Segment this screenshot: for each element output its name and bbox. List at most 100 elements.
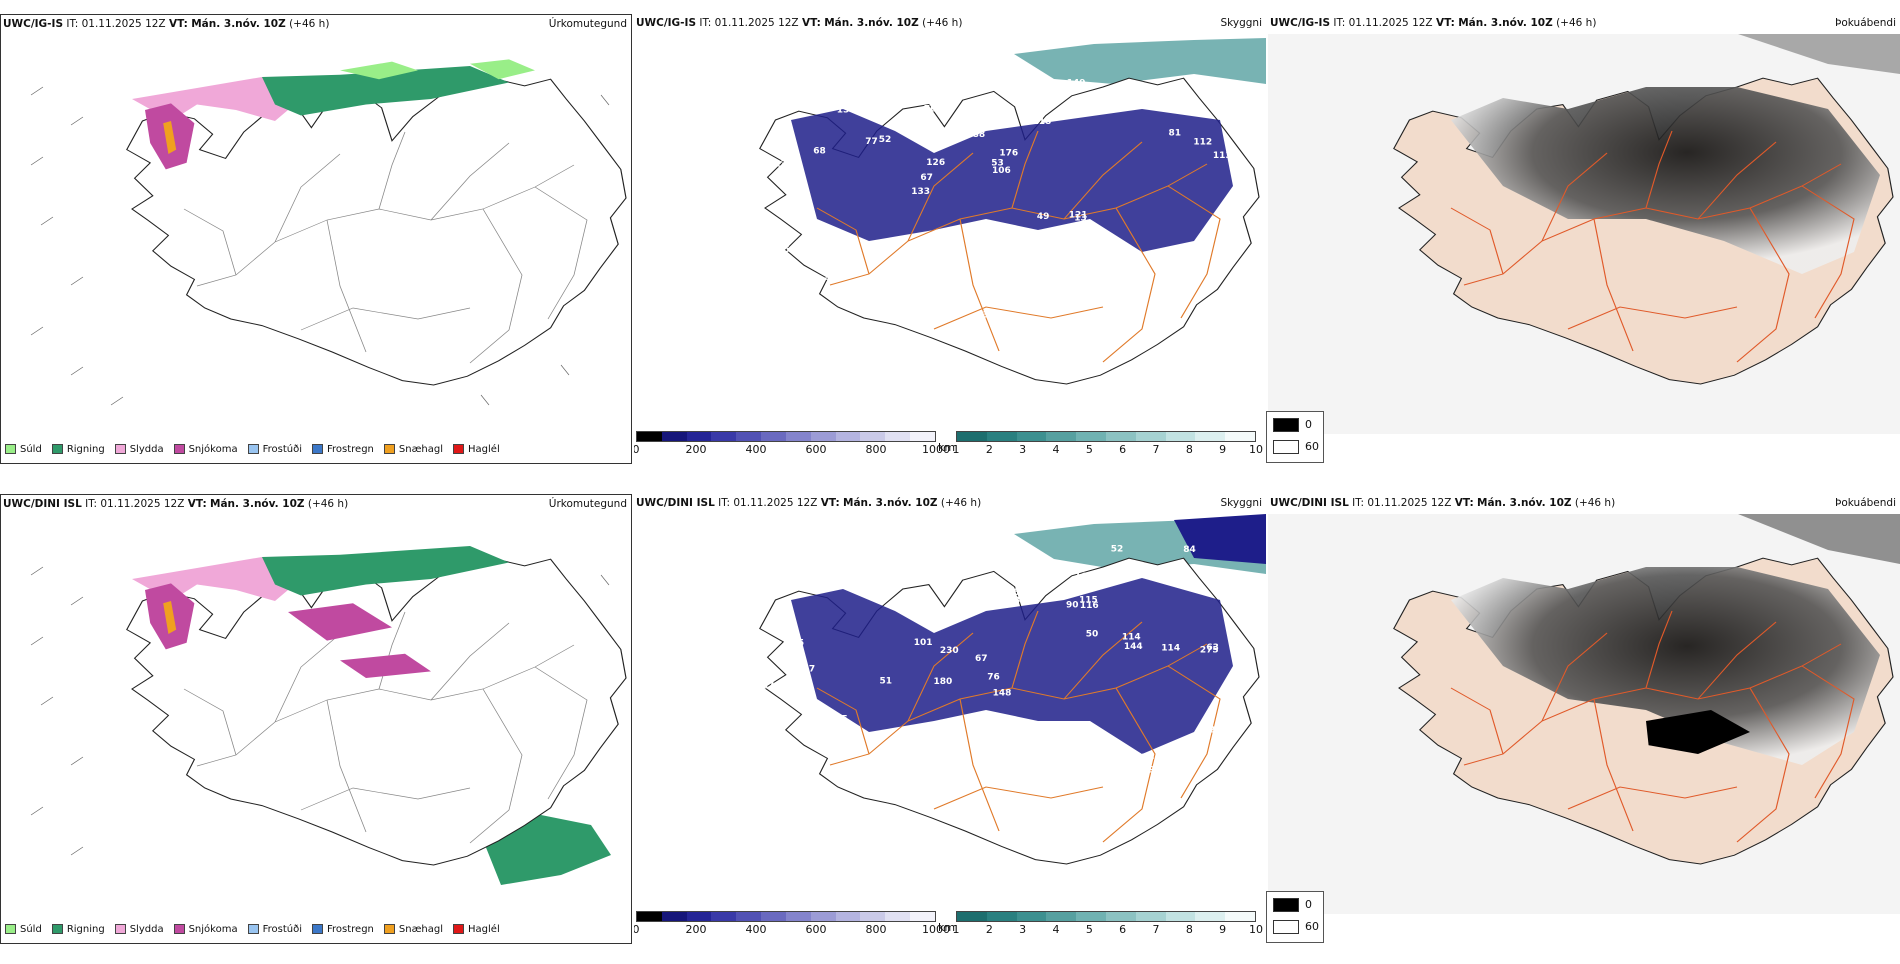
visibility-panel: UWC/IG-IS IT: 01.11.2025 12Z VT: Mán. 3.… [634, 14, 1266, 464]
vt-label: VT: [801, 17, 821, 29]
ceiling-label: 103 [926, 67, 945, 77]
colorbar-segment [1076, 912, 1106, 921]
init-time: 01.11.2025 12Z [714, 17, 799, 29]
ceiling-label: 83 [976, 310, 989, 320]
panel-header: UWC/IG-IS IT: 01.11.2025 12Z VT: Mán. 3.… [636, 17, 1262, 31]
ceiling-label: 101 [914, 638, 933, 648]
colorbar-segment [1135, 912, 1166, 921]
snow-area [145, 583, 431, 678]
ceiling-label: 135 [1122, 296, 1141, 306]
legend-item: Súld [5, 444, 42, 455]
vt-label: VT: [820, 497, 840, 509]
ceiling-label: 149 [1067, 78, 1086, 88]
colorbar-segment [785, 912, 811, 921]
fog-index-panel: UWC/IG-IS IT: 01.11.2025 12Z VT: Mán. 3.… [1268, 14, 1900, 464]
precip-map [30, 59, 627, 406]
low-ceiling-area [791, 578, 1233, 754]
model-name: UWC/DINI ISL [3, 498, 82, 510]
dense-fog-area [1646, 710, 1750, 754]
colorbar-segment [957, 912, 987, 921]
ceiling-label: 81 [1169, 129, 1182, 139]
ceiling-label: 101 [800, 567, 819, 577]
colorbar-segment [1076, 432, 1106, 441]
fog-map [1268, 34, 1900, 434]
colorbar-segment [860, 912, 886, 921]
legend-item: Slydda [114, 444, 164, 455]
ceiling-label: 48 [783, 665, 796, 675]
ceiling-label: 105 [1039, 236, 1058, 246]
ceiling-label: 114 [1161, 643, 1180, 653]
lead-time: (+46 h) [307, 498, 349, 510]
ceiling-label: 132 [804, 730, 823, 740]
colorbar-segment [835, 432, 861, 441]
ceiling-label: 510 [1013, 588, 1032, 598]
colorbar-segment [1165, 432, 1196, 441]
legend-item: Haglél [453, 924, 500, 935]
ceiling-label: 27 [1161, 296, 1174, 306]
ceiling-label: 54 [878, 552, 891, 562]
panel-header: UWC/IG-IS IT: 01.11.2025 12Z VT: Mán. 3.… [3, 18, 627, 32]
colorbar-tick: 200 [685, 443, 707, 456]
colorbar-tick: 1 [952, 443, 960, 456]
model-name: UWC/DINI ISL [1270, 497, 1349, 509]
ceiling-labels: 137 166 275 180 148 127 92 90 67 63 67 50 54 51 46 49 42… [737, 540, 1228, 805]
ceiling-label: 76 [987, 672, 1000, 682]
init-time: 01.11.2025 12Z [1348, 17, 1433, 29]
colorbar-segment [1195, 432, 1226, 441]
colorbar-segment [957, 432, 987, 441]
colorbar-segment [835, 912, 861, 921]
vt-label: VT: [168, 18, 188, 30]
ceiling-label: 346 [767, 733, 786, 743]
colorbar-tick: 400 [745, 923, 767, 936]
visibility-map: 137 166 275 180 148 127 92 90 67 63 67 50 54 51 46 49 42… [737, 514, 1266, 865]
legend-item: Snjókoma [173, 924, 238, 935]
drizzle-area [340, 59, 535, 80]
colorbar-segment [661, 432, 687, 441]
ceiling-label: 126 [926, 158, 945, 168]
colorbar-tick: 800 [865, 923, 887, 936]
visibility-colorbar: 1 2 3 4 5 6 7 8 9 10 km [938, 911, 1263, 936]
valid-time: Mán. 3.nóv. 10Z [1477, 497, 1572, 509]
ceiling-label: 76 [780, 771, 793, 781]
ceiling-label: 60 [753, 302, 766, 312]
ceiling-label: 127 [958, 783, 977, 793]
ceiling-label: 113 [1213, 151, 1232, 161]
colorbar-segment [910, 912, 935, 921]
legend-item: Snjókoma [173, 444, 238, 455]
panel-header: UWC/DINI ISL IT: 01.11.2025 12Z VT: Mán.… [636, 497, 1262, 511]
ceiling-label: 112 [1193, 138, 1212, 148]
ceiling-label: 79 [952, 567, 965, 577]
legend-item: Frostúði [247, 444, 302, 455]
fog-map [1268, 514, 1900, 914]
ceiling-label: 126 [742, 727, 761, 737]
vt-label: VT: [1435, 17, 1455, 29]
ceiling-label: 77 [865, 137, 878, 147]
colorbar-tick: 6 [1119, 923, 1127, 936]
colorbar-unit: km [938, 921, 956, 934]
precip-map [30, 546, 627, 885]
colorbar-tick: 10 [1249, 923, 1263, 936]
ceiling-label: 77 [921, 262, 934, 272]
vt-label: VT: [187, 498, 207, 510]
ceiling-label: 176 [999, 149, 1018, 159]
ceiling-label: 63 [1008, 596, 1021, 606]
model-name: UWC/IG-IS [636, 17, 697, 29]
legend-item: Frostregn [312, 444, 374, 455]
ceiling-label: 40 [936, 105, 949, 115]
ceiling-label: 147 [773, 627, 792, 637]
colorbar-tick: 200 [685, 923, 707, 936]
legend-item: Haglél [453, 444, 500, 455]
ceiling-label: 68 [813, 146, 826, 156]
ceiling-label: 127 [796, 665, 815, 675]
init-time: 01.11.2025 12Z [81, 18, 166, 30]
ceiling-label: 111 [838, 293, 857, 303]
ceiling-label: 100 [775, 102, 794, 112]
ceiling-label: 88 [973, 130, 986, 140]
snow-grains-area [163, 121, 177, 154]
ceiling-label: 46 [999, 795, 1012, 805]
legend-item: Frostregn [312, 924, 374, 935]
fog-index-legend: 0 60 [1266, 891, 1324, 943]
ceiling-label: 114 [1122, 632, 1141, 642]
legend-item: Súld [5, 924, 42, 935]
